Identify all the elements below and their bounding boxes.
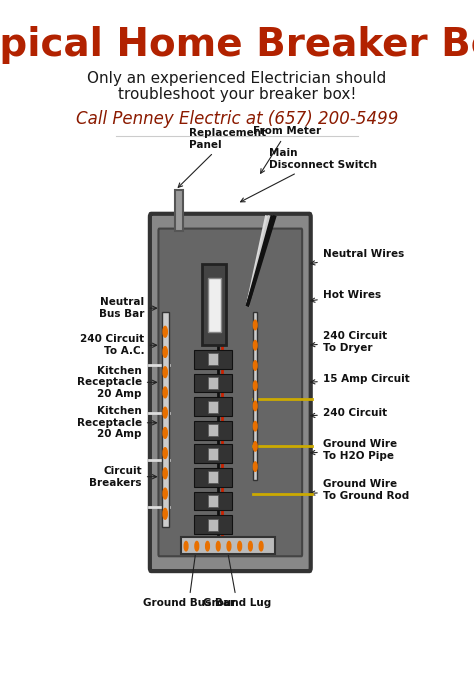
- Bar: [208, 401, 218, 413]
- Bar: [194, 444, 232, 463]
- Circle shape: [227, 542, 231, 551]
- Circle shape: [253, 401, 257, 411]
- Text: 240 Circuit
To Dryer: 240 Circuit To Dryer: [311, 331, 387, 353]
- Bar: [194, 515, 232, 534]
- Text: Ground Lug: Ground Lug: [203, 548, 271, 608]
- Circle shape: [163, 367, 167, 378]
- Bar: [208, 495, 218, 507]
- Bar: [208, 278, 221, 332]
- Bar: [208, 377, 218, 389]
- Circle shape: [253, 341, 257, 350]
- Text: Call Penney Electric at (657) 200-5499: Call Penney Electric at (657) 200-5499: [76, 110, 398, 129]
- Text: Neutral Wires: Neutral Wires: [310, 249, 404, 265]
- Bar: [194, 374, 232, 393]
- Circle shape: [259, 542, 263, 551]
- Text: Ground Bus Bar: Ground Bus Bar: [143, 548, 235, 608]
- Circle shape: [163, 347, 167, 357]
- Bar: [175, 190, 183, 231]
- Circle shape: [253, 320, 257, 330]
- Circle shape: [163, 326, 167, 337]
- Text: Replacement
Panel: Replacement Panel: [178, 128, 266, 188]
- Text: From Meter: From Meter: [253, 126, 321, 173]
- Text: Main
Disconnect Switch: Main Disconnect Switch: [241, 148, 377, 202]
- Text: Neutral
Bus Bar: Neutral Bus Bar: [99, 297, 156, 319]
- Bar: [194, 350, 232, 369]
- Bar: [194, 420, 232, 439]
- Circle shape: [163, 387, 167, 398]
- Bar: [208, 447, 218, 460]
- Circle shape: [163, 447, 167, 458]
- Text: troubleshoot your breaker box!: troubleshoot your breaker box!: [118, 87, 356, 102]
- Circle shape: [195, 542, 199, 551]
- Text: Only an experienced Electrician should: Only an experienced Electrician should: [87, 72, 387, 87]
- Text: Typical Home Breaker Box: Typical Home Breaker Box: [0, 26, 474, 64]
- Bar: [253, 311, 257, 480]
- Bar: [202, 264, 226, 345]
- Bar: [162, 311, 169, 527]
- Text: 15 Amp Circuit: 15 Amp Circuit: [311, 374, 410, 384]
- Circle shape: [253, 421, 257, 431]
- Circle shape: [163, 468, 167, 479]
- Circle shape: [238, 542, 242, 551]
- Bar: [194, 397, 232, 416]
- Text: 240 Circuit
To A.C.: 240 Circuit To A.C.: [81, 334, 156, 356]
- FancyBboxPatch shape: [158, 229, 302, 556]
- Circle shape: [184, 542, 188, 551]
- Circle shape: [253, 462, 257, 471]
- Circle shape: [206, 542, 210, 551]
- Text: 240 Circuit: 240 Circuit: [311, 408, 387, 418]
- Circle shape: [253, 361, 257, 370]
- Bar: [208, 471, 218, 483]
- Text: Kitchen
Receptacle
20 Amp: Kitchen Receptacle 20 Amp: [77, 366, 156, 399]
- Text: Kitchen
Receptacle
20 Amp: Kitchen Receptacle 20 Amp: [77, 406, 156, 439]
- Circle shape: [253, 441, 257, 451]
- Circle shape: [163, 427, 167, 438]
- Bar: [208, 424, 218, 436]
- FancyBboxPatch shape: [150, 214, 311, 571]
- Circle shape: [248, 542, 252, 551]
- Circle shape: [163, 508, 167, 519]
- Circle shape: [253, 381, 257, 391]
- Bar: [181, 538, 274, 554]
- Bar: [208, 353, 218, 366]
- Bar: [208, 519, 218, 531]
- Circle shape: [216, 542, 220, 551]
- Text: Ground Wire
To H2O Pipe: Ground Wire To H2O Pipe: [311, 439, 397, 460]
- Text: Circuit
Breakers: Circuit Breakers: [89, 466, 156, 487]
- Text: Ground Wire
To Ground Rod: Ground Wire To Ground Rod: [311, 479, 409, 501]
- Bar: [194, 468, 232, 487]
- Circle shape: [163, 408, 167, 418]
- Bar: [194, 492, 232, 510]
- Circle shape: [163, 488, 167, 499]
- Text: Hot Wires: Hot Wires: [310, 290, 381, 302]
